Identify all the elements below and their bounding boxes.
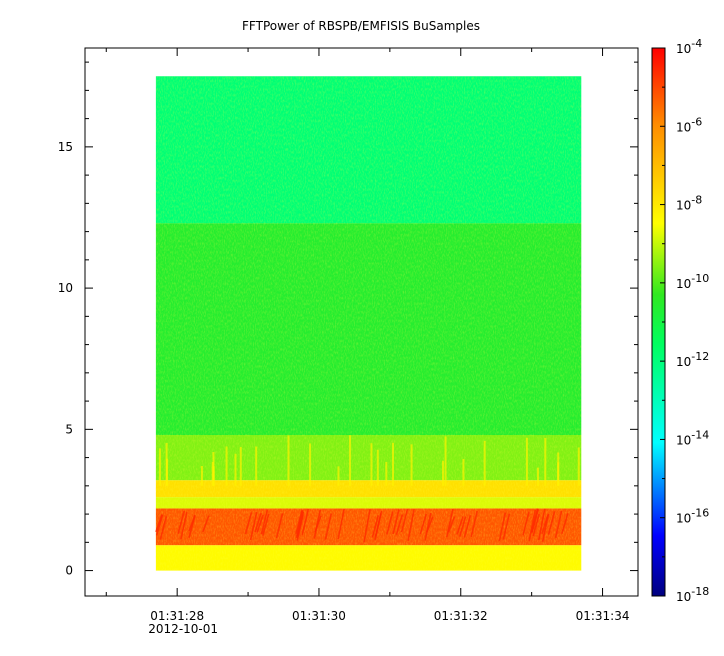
- colorbar-tick-label: 10-18: [676, 585, 709, 604]
- striation-mark: [180, 511, 188, 540]
- colorbar-tick-label: 10-4: [676, 37, 702, 56]
- striation-mark: [463, 515, 472, 538]
- striation-mark: [547, 511, 556, 535]
- colorbar-tick-label: 10-10: [676, 272, 709, 291]
- colorbar-tick-label: 10-14: [676, 428, 709, 447]
- striation-mark: [295, 510, 304, 539]
- y-tick-label: 15: [58, 140, 73, 154]
- striation-mark: [202, 515, 210, 533]
- striation-mark: [363, 509, 371, 543]
- colorbar-tick-label: 10-8: [676, 194, 702, 213]
- striation-mark: [314, 515, 322, 533]
- y-tick-label: 10: [58, 281, 73, 295]
- striation-mark: [177, 510, 185, 534]
- striation-mark: [256, 514, 264, 533]
- striation-mark: [447, 516, 456, 533]
- spectrogram-striations: [155, 435, 580, 543]
- striation-mark: [424, 512, 432, 541]
- striation-mark: [458, 516, 467, 537]
- striation-mark: [419, 513, 428, 535]
- striation-mark: [537, 508, 546, 541]
- striation-mark: [395, 514, 404, 535]
- striation-mark: [470, 510, 478, 537]
- spectrogram-noise: [155, 76, 582, 571]
- striation-mark: [260, 509, 269, 535]
- striation-mark: [261, 513, 270, 536]
- x-tick-label: 01:31:30: [292, 609, 346, 623]
- striation-mark: [155, 514, 163, 533]
- striation-mark: [159, 516, 168, 540]
- chart-title: FFTPower of RBSPB/EMFISIS BuSamples: [242, 19, 480, 33]
- y-axis: 0 5 10 15: [58, 61, 638, 578]
- striation-mark: [446, 508, 454, 538]
- striation-mark: [301, 508, 310, 536]
- colorbar-tick-label: 10-12: [676, 350, 709, 369]
- x-tick-label: 01:31:34: [576, 609, 630, 623]
- y-tick-label: 0: [65, 564, 73, 578]
- x-tick-label: 01:31:28: [150, 609, 204, 623]
- colorbar-tick-label: 10-16: [676, 507, 709, 526]
- colorbar-axis: 10-4 10-6 10-8 10-10 10-12 10-14 10-16 10-18: [660, 37, 709, 604]
- striation-mark: [541, 514, 549, 534]
- striation-mark: [188, 514, 196, 532]
- striation-mark: [530, 508, 539, 533]
- x-tick-label: 01:31:32: [434, 609, 488, 623]
- striation-mark: [561, 513, 569, 534]
- striation-mark: [426, 516, 434, 533]
- striation-mark: [324, 513, 333, 540]
- striation-mark: [337, 508, 345, 540]
- striation-mark: [400, 509, 409, 533]
- striation-mark: [498, 512, 507, 542]
- striation-mark: [502, 513, 511, 540]
- striation-mark: [532, 513, 540, 537]
- y-tick-label: 5: [65, 422, 73, 436]
- striation-mark: [249, 511, 258, 541]
- striation-mark: [528, 509, 536, 542]
- striation-mark: [374, 510, 383, 537]
- striation-mark: [386, 511, 394, 535]
- striation-mark: [456, 516, 464, 535]
- striation-mark: [522, 511, 530, 536]
- striation-mark: [275, 513, 284, 539]
- striation-mark: [254, 512, 262, 533]
- striation-mark: [155, 514, 164, 536]
- x-date-label: 2012-10-01: [148, 622, 218, 636]
- striation-mark: [392, 509, 400, 535]
- striation-mark: [371, 515, 380, 538]
- striation-mark: [407, 508, 415, 541]
- striation-mark: [554, 510, 563, 539]
- striation-mark: [244, 512, 253, 535]
- colorbar-tick-label: 10-6: [676, 115, 702, 134]
